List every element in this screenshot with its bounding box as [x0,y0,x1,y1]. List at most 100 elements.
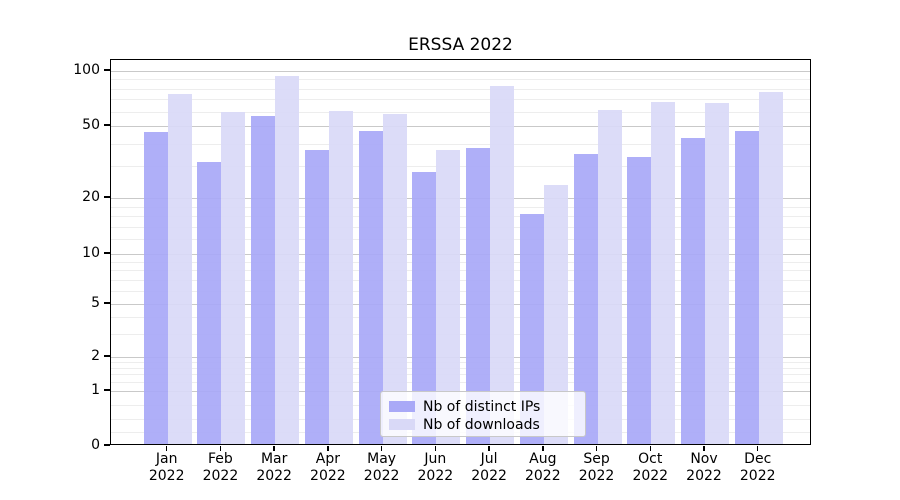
y-axis-tick [104,196,110,198]
bar-distinct-ips-nov [681,137,705,444]
y-axis-tick [104,355,110,357]
x-label-month: Mar [260,451,288,467]
x-label-month: Jun [424,451,447,467]
y-axis-tick-label: 0 [91,437,100,453]
x-label-year: 2022 [632,468,669,484]
y-axis-tick-label: 20 [82,189,100,205]
y-axis-tick-label: 50 [82,117,100,133]
x-axis-tick [542,446,544,451]
x-axis-tick-label: May 2022 [350,451,414,485]
minor-gridline [111,279,810,281]
minor-gridline [111,270,810,272]
minor-gridline [111,79,810,81]
x-label-month: Apr [315,451,340,467]
x-axis-tick [703,446,705,451]
bar-downloads-may [382,113,407,444]
minor-gridline [111,239,810,241]
bar-downloads-jan [167,93,192,444]
legend-swatch-distinct-ips [389,401,415,412]
legend: Nb of distinct IPs Nb of downloads [380,391,586,437]
bar-distinct-ips-may [358,130,383,444]
y-axis-tick-label: 10 [82,245,100,261]
x-label-year: 2022 [739,468,776,484]
minor-gridline [111,88,810,90]
bar-downloads-nov [705,103,729,444]
minor-gridline [111,316,810,318]
y-axis-tick [104,124,110,126]
bar-downloads-dec [758,91,783,444]
minor-gridline [111,143,810,145]
x-label-year: 2022 [578,468,615,484]
x-axis-tick [380,446,383,451]
minor-gridline [111,382,810,384]
x-axis-tick-label: Aug 2022 [511,451,575,485]
x-axis-tick-label: Sep 2022 [565,451,629,485]
bar-distinct-ips-jan [143,132,168,444]
y-axis-tick [104,389,110,391]
minor-gridline [111,111,810,113]
x-label-month: Feb [208,451,233,467]
bar-distinct-ips-dec [734,130,759,444]
x-label-month: Nov [690,451,718,467]
x-axis-tick [327,446,329,451]
bar-distinct-ips-feb [197,161,222,444]
plot-area [110,59,811,445]
x-axis-tick [273,446,275,451]
x-axis-tick [595,446,598,451]
x-axis-tick-label: Jun 2022 [403,451,467,485]
x-label-year: 2022 [524,468,561,484]
minor-gridline [111,367,810,369]
x-label-year: 2022 [471,468,507,484]
y-axis-tick-label: 1 [91,382,100,398]
x-label-month: Jan [155,451,178,467]
x-label-year: 2022 [256,468,292,484]
x-axis-tick-label: Apr 2022 [296,451,360,485]
x-axis-tick-label: Jan 2022 [135,451,199,485]
x-label-year: 2022 [310,468,346,484]
legend-label-downloads: Nb of downloads [423,416,540,433]
minor-gridline [111,216,810,218]
major-gridline [111,126,810,127]
y-axis-tick-label: 5 [91,295,100,311]
x-label-year: 2022 [148,468,185,484]
minor-gridline [111,290,810,292]
bar-distinct-ips-apr [304,149,329,444]
minor-gridline [111,166,810,168]
minor-gridline [111,362,810,364]
minor-gridline [111,374,810,376]
x-label-month: Aug [529,451,557,467]
y-axis-tick-label: 100 [73,62,100,78]
x-axis-tick [434,446,437,451]
major-gridline [111,254,810,255]
x-axis-tick [488,446,490,451]
x-label-year: 2022 [202,468,239,484]
x-axis-tick-label: Oct 2022 [618,451,682,485]
x-label-month: Oct [638,451,663,467]
bar-downloads-feb [221,112,246,444]
minor-gridline [111,99,810,101]
major-gridline [111,357,810,358]
y-axis-tick [104,252,110,254]
y-axis-tick-label: 2 [91,348,100,364]
x-axis-tick [165,446,168,451]
major-gridline [111,71,810,72]
legend-row: Nb of downloads [389,416,577,433]
x-label-month: Dec [744,451,772,467]
y-axis-tick [104,444,110,446]
bar-distinct-ips-oct [627,156,652,444]
legend-row: Nb of distinct IPs [389,398,577,415]
minor-gridline [111,261,810,263]
major-gridline [111,198,810,199]
x-label-year: 2022 [363,468,400,484]
bar-downloads-apr [328,110,353,444]
legend-label-distinct-ips: Nb of distinct IPs [423,398,541,415]
minor-gridline [111,206,810,208]
y-axis-tick [104,302,110,304]
x-axis-tick-label: Feb 2022 [188,451,252,485]
bar-downloads-mar [275,76,300,444]
bar-downloads-sep [597,109,622,444]
y-axis-tick [104,69,110,71]
bar-downloads-jul [490,85,515,444]
x-label-month: Sep [583,451,610,467]
